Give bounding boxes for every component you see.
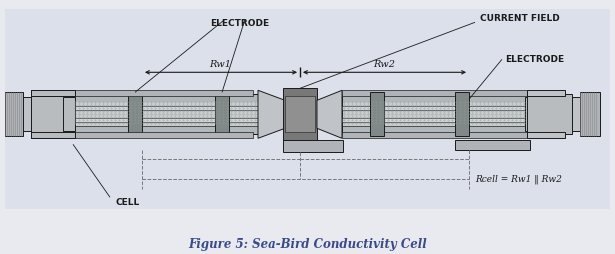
Bar [283,140,343,152]
Polygon shape [317,90,342,138]
Text: CELL: CELL [115,198,139,207]
Bar [527,132,565,138]
Bar [580,92,600,136]
Bar [342,102,527,126]
Text: Rw1: Rw1 [209,60,231,69]
Bar [31,132,75,138]
Text: CURRENT FIELD: CURRENT FIELD [480,14,560,23]
Bar [73,106,258,110]
Polygon shape [258,90,285,138]
Bar [342,126,527,134]
Bar [73,126,258,134]
Text: Rcell = Rw1 ‖ Rw2: Rcell = Rw1 ‖ Rw2 [475,174,562,184]
Bar [572,97,580,131]
Bar [283,88,317,140]
Bar [73,94,258,102]
Bar [73,118,258,122]
Bar [73,94,258,134]
Bar [370,92,384,136]
Bar [31,90,66,96]
Bar [5,92,23,136]
Bar [73,90,253,96]
Bar [128,92,142,136]
Bar [525,97,537,131]
Bar [455,92,469,136]
Text: Rw2: Rw2 [373,60,395,69]
Bar [31,94,73,134]
Bar [215,92,229,136]
Bar [455,140,530,150]
Bar [342,90,527,96]
Bar [527,90,565,96]
Text: ELECTRODE: ELECTRODE [210,19,269,28]
Bar [31,132,66,138]
Bar [527,94,572,134]
Bar [342,132,527,138]
Bar [342,106,527,110]
Bar [285,96,315,132]
Text: Figure 5: Sea-Bird Conductivity Cell: Figure 5: Sea-Bird Conductivity Cell [188,239,427,251]
Bar [73,132,253,138]
Bar [73,102,258,126]
Bar [342,94,527,102]
Bar [342,94,527,134]
Bar [63,97,75,131]
Bar [342,118,527,122]
Bar [23,97,31,131]
Bar [31,90,75,96]
Text: ELECTRODE: ELECTRODE [505,55,564,64]
